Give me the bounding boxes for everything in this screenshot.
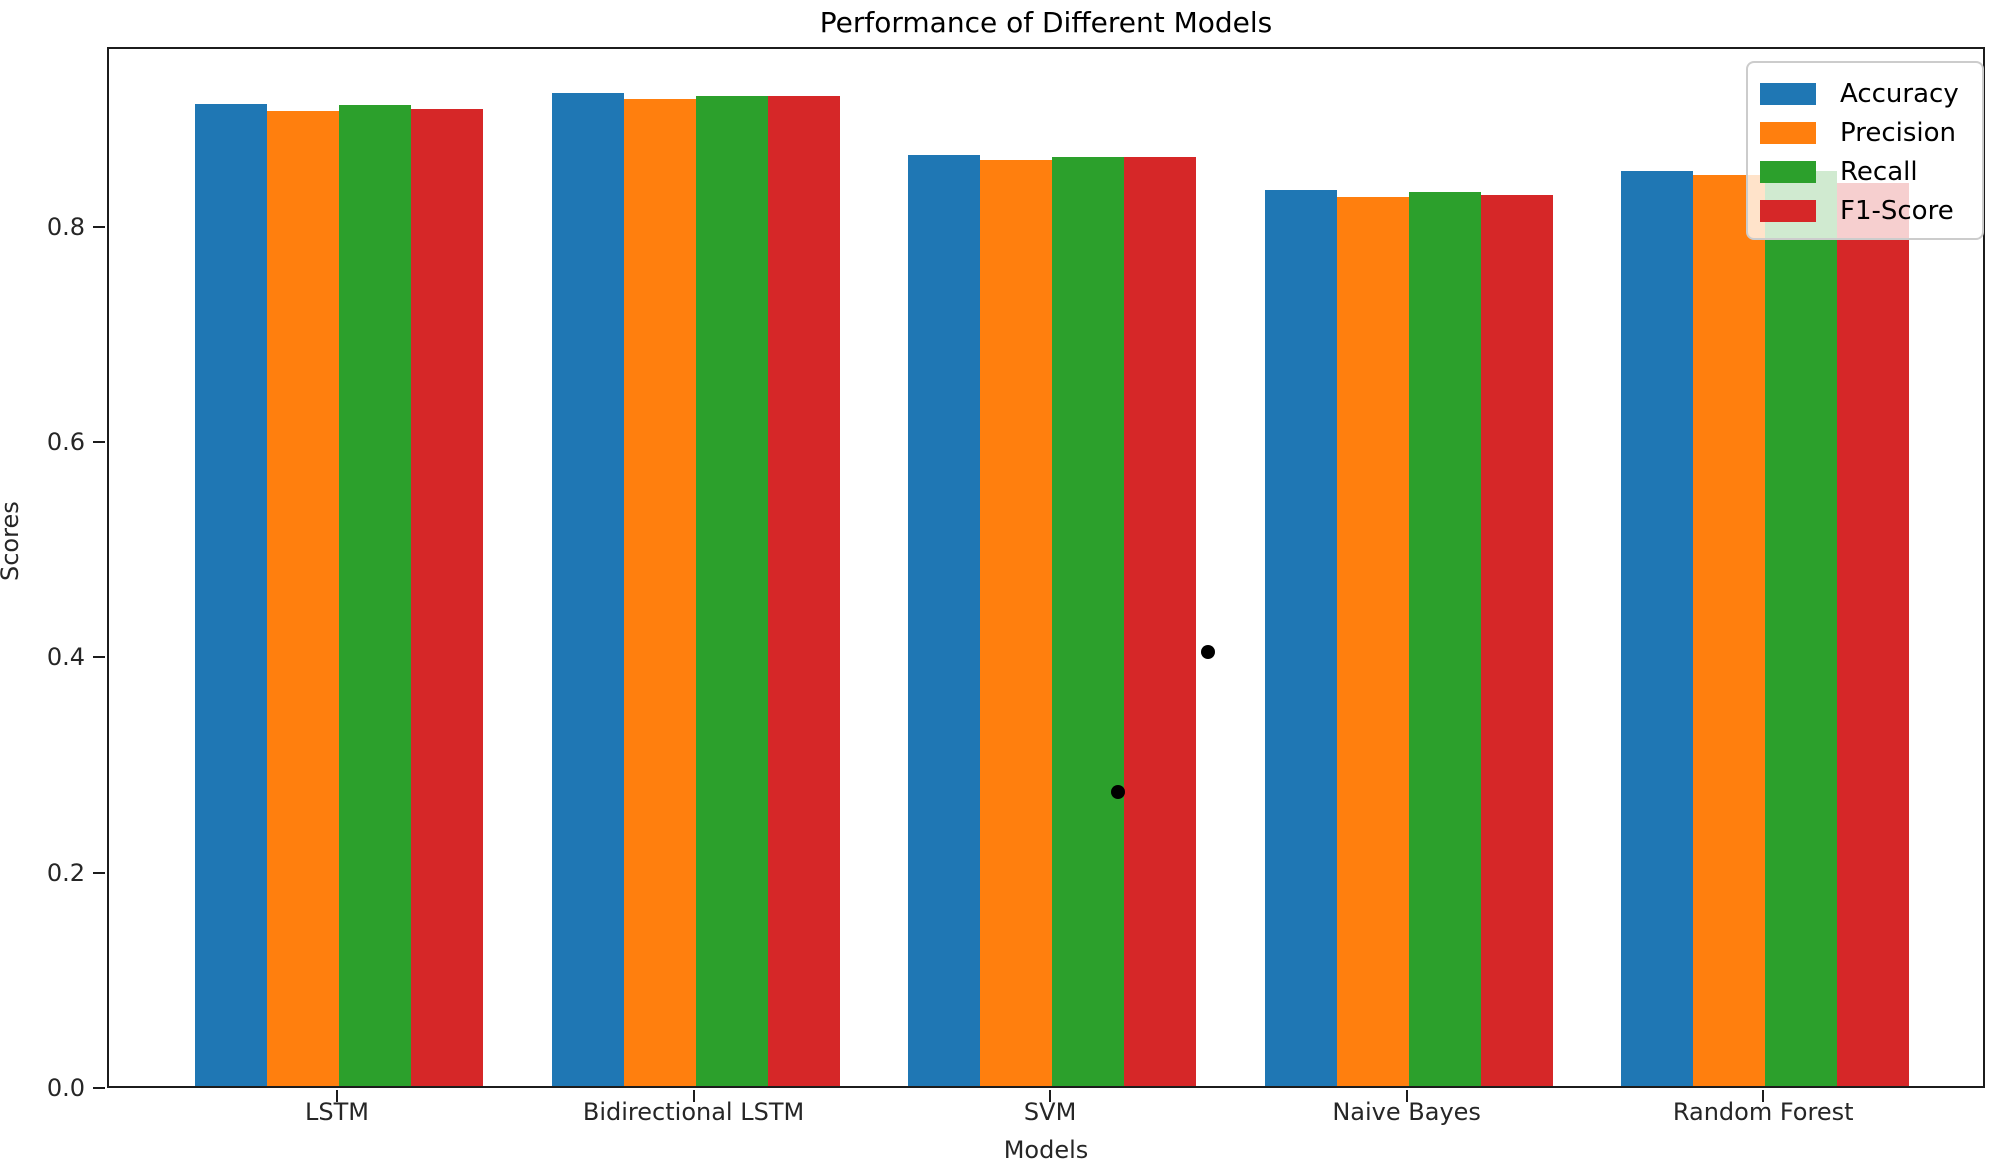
x-tick-label-svm: SVM [1023, 1098, 1077, 1126]
x-axis-label: Models [1003, 1136, 1089, 1164]
plot-area [107, 47, 1985, 1088]
outlier-dot-2 [1200, 644, 1215, 659]
bar-bidirectional-lstm-accuracy [551, 93, 624, 1086]
bar-random-forest-f1-score [1837, 182, 1910, 1086]
bar-naive-bayes-f1-score [1480, 194, 1553, 1086]
bar-svm-f1-score [1124, 156, 1197, 1086]
y-tick-mark [93, 871, 105, 874]
legend-label-recall: Recall [1840, 157, 1918, 187]
bar-lstm-recall [339, 105, 411, 1086]
legend-item-recall: Recall [1760, 153, 1968, 191]
y-tick-label: 0.0 [46, 1074, 85, 1102]
legend-label-accuracy: Accuracy [1840, 79, 1959, 109]
y-tick-mark [93, 656, 105, 659]
x-tick-label-bidirectional-lstm: Bidirectional LSTM [582, 1098, 805, 1126]
bar-svm-recall [1052, 156, 1125, 1086]
bar-naive-bayes-accuracy [1264, 190, 1337, 1086]
legend-swatch-accuracy [1760, 83, 1816, 105]
bar-random-forest-precision [1693, 175, 1766, 1086]
legend-item-precision: Precision [1760, 114, 1968, 152]
bar-random-forest-accuracy [1621, 170, 1694, 1086]
bar-lstm-precision [267, 110, 339, 1086]
bar-naive-bayes-precision [1336, 196, 1409, 1086]
x-tick-label-random-forest: Random Forest [1672, 1098, 1854, 1126]
y-tick-label: 0.4 [46, 643, 85, 672]
bar-lstm-f1-score [411, 108, 483, 1086]
bar-bidirectional-lstm-precision [623, 98, 696, 1086]
y-tick-label: 0.6 [46, 428, 85, 457]
x-tick-mark [1762, 1090, 1765, 1102]
legend-item-accuracy: Accuracy [1760, 75, 1968, 113]
x-tick-mark [692, 1090, 695, 1102]
bar-svm-accuracy [908, 154, 981, 1086]
legend-item-f1-score: F1-Score [1760, 192, 1968, 230]
x-tick-mark [1049, 1090, 1052, 1102]
outlier-dot-1 [1111, 784, 1126, 799]
bar-random-forest-recall [1765, 170, 1838, 1086]
bar-bidirectional-lstm-f1-score [767, 95, 840, 1086]
bar-svm-precision [980, 160, 1053, 1086]
x-tick-mark [336, 1090, 338, 1102]
y-tick-label: 0.8 [46, 212, 85, 241]
legend: Accuracy Precision Recall F1-Score [1746, 61, 1984, 240]
x-tick-mark [1405, 1090, 1408, 1102]
y-tick-mark [93, 441, 105, 444]
chart-title: Performance of Different Models [819, 6, 1273, 39]
legend-swatch-f1-score [1760, 200, 1816, 222]
legend-swatch-precision [1760, 122, 1816, 144]
x-tick-label-lstm: LSTM [305, 1098, 369, 1126]
y-tick-mark [93, 225, 105, 228]
bar-bidirectional-lstm-recall [695, 95, 768, 1086]
y-tick-mark [93, 1087, 105, 1089]
y-tick-label: 0.2 [46, 858, 85, 887]
bar-naive-bayes-recall [1408, 192, 1481, 1086]
y-axis-label: Scores [0, 501, 24, 581]
legend-label-f1-score: F1-Score [1840, 196, 1954, 226]
x-tick-label-naive-bayes: Naive Bayes [1332, 1098, 1481, 1126]
legend-label-precision: Precision [1840, 118, 1957, 148]
bar-lstm-accuracy [195, 104, 267, 1086]
legend-swatch-recall [1760, 161, 1816, 183]
